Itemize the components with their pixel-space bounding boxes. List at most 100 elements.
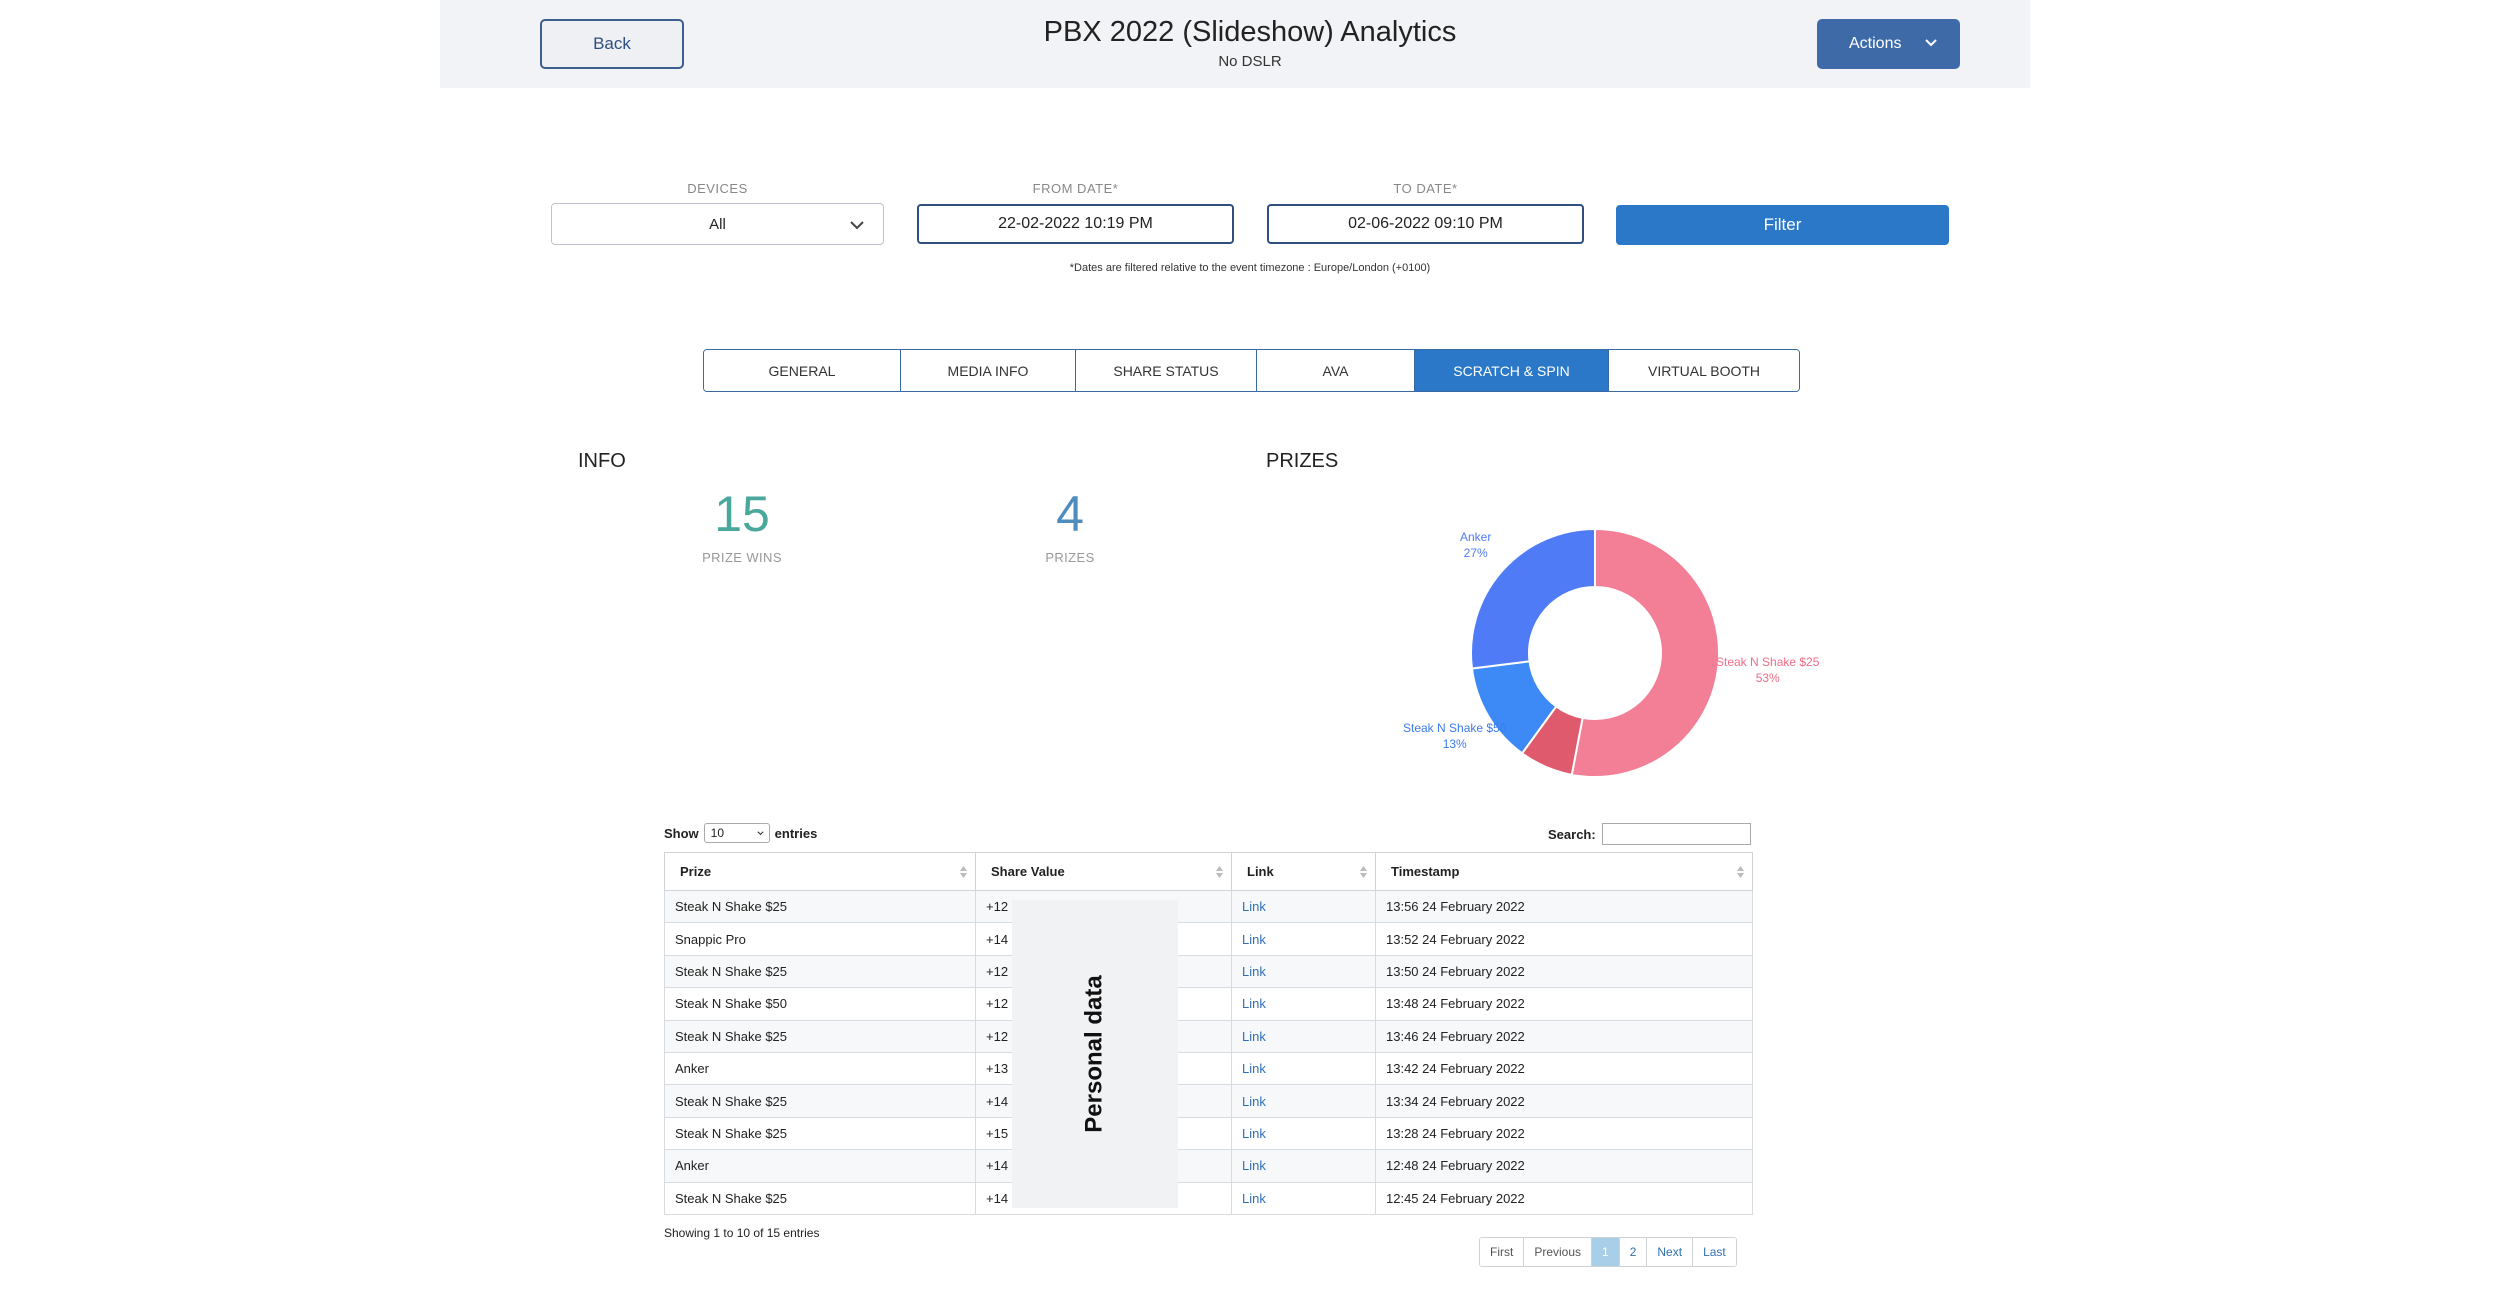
- cell-prize: Steak N Shake $25: [664, 1019, 976, 1053]
- table-row: Steak N Shake $50 +12 Link 13:48 24 Februar…: [664, 987, 1753, 1021]
- cell-timestamp: 13:46 24 February 2022: [1375, 1019, 1753, 1053]
- pie-label-steak25-pct: 53%: [1755, 671, 1780, 685]
- tab-virtual-booth[interactable]: VIRTUAL BOOTH: [1609, 350, 1799, 391]
- prizes-donut-chart: Anker 27% Steak N Shake $25 53% Steak N …: [1380, 510, 1830, 810]
- pie-label-anker-name: Anker: [1460, 530, 1492, 544]
- sort-icon: [1216, 866, 1223, 878]
- search-input[interactable]: [1601, 823, 1751, 845]
- pie-slice-anker[interactable]: [1470, 527, 1596, 670]
- actions-button-label: Actions: [1849, 35, 1902, 52]
- pie-label-anker-pct: 27%: [1463, 546, 1488, 560]
- filter-button[interactable]: Filter: [1616, 205, 1949, 245]
- table-row: Snappic Pro +14 Link 13:52 24 February 2022: [664, 922, 1753, 956]
- cell-timestamp: 13:52 24 February 2022: [1375, 922, 1753, 956]
- column-header-prize-label: Prize: [680, 864, 712, 879]
- chevron-down-icon: [1925, 39, 1937, 47]
- cell-prize: Steak N Shake $25: [664, 1084, 976, 1118]
- from-date-label: FROM DATE*: [1032, 181, 1119, 196]
- column-header-share-label: Share Value: [991, 864, 1065, 879]
- to-date-input[interactable]: 02-06-2022 09:10 PM: [1267, 204, 1584, 244]
- prizes-table: Prize Share Value Link Timestamp Steak N…: [664, 852, 1753, 1215]
- from-date-input[interactable]: 22-02-2022 10:19 PM: [917, 204, 1234, 244]
- cell-link[interactable]: Link: [1231, 987, 1376, 1021]
- pie-label-steak25: Steak N Shake $25 53%: [1716, 654, 1819, 686]
- page-title: PBX 2022 (Slideshow) Analytics: [1043, 16, 1457, 48]
- cell-timestamp: 12:45 24 February 2022: [1375, 1181, 1753, 1215]
- pagination-page-2[interactable]: 2: [1619, 1238, 1648, 1266]
- prizes-donut-svg: [1470, 527, 1720, 778]
- info-title: INFO: [578, 450, 626, 472]
- sort-icon: [1737, 866, 1744, 878]
- pagination-last[interactable]: Last: [1693, 1238, 1736, 1266]
- tab-ava[interactable]: AVA: [1257, 350, 1415, 391]
- actions-button[interactable]: Actions: [1817, 19, 1960, 69]
- table-row: Steak N Shake $25 +15 Link 13:28 24 Februar…: [664, 1116, 1753, 1151]
- cell-link[interactable]: Link: [1231, 1181, 1376, 1215]
- cell-link[interactable]: Link: [1231, 889, 1376, 924]
- pie-label-steak25-name: Steak N Shake $25: [1716, 655, 1820, 669]
- tab-scratch-spin[interactable]: SCRATCH & SPIN: [1415, 350, 1609, 391]
- pagination-previous[interactable]: Previous: [1524, 1238, 1593, 1266]
- page-size-select[interactable]: 10: [703, 823, 770, 843]
- table-row: Steak N Shake $25 +12 Link 13:46 24 Februar…: [664, 1019, 1753, 1053]
- cell-link[interactable]: Link: [1231, 1019, 1376, 1053]
- cell-timestamp: 13:56 24 February 2022: [1375, 889, 1753, 924]
- cell-prize: Anker: [664, 1051, 976, 1086]
- column-header-timestamp-label: Timestamp: [1391, 864, 1460, 879]
- redaction-label: Personal data: [1081, 975, 1108, 1133]
- pagination-next[interactable]: Next: [1647, 1238, 1694, 1266]
- tab-media-info[interactable]: MEDIA INFO: [901, 350, 1076, 391]
- table-row: Steak N Shake $25 +14 Link 13:34 24 Februar…: [664, 1084, 1753, 1118]
- cell-timestamp: 13:34 24 February 2022: [1375, 1084, 1753, 1118]
- column-header-share-value[interactable]: Share Value: [975, 852, 1232, 891]
- tab-share-status[interactable]: SHARE STATUS: [1076, 350, 1257, 391]
- devices-select-value: All: [709, 215, 726, 233]
- to-date-label: TO DATE*: [1393, 181, 1458, 196]
- back-button[interactable]: Back: [540, 19, 684, 69]
- cell-link[interactable]: Link: [1231, 1051, 1376, 1086]
- cell-link[interactable]: Link: [1231, 1149, 1376, 1183]
- cell-timestamp: 13:50 24 February 2022: [1375, 954, 1753, 989]
- personal-data-redaction: Personal data: [1012, 900, 1178, 1208]
- page-size-value: 10: [710, 826, 725, 840]
- prizes-count-label: PRIZES: [1045, 550, 1095, 565]
- cell-timestamp: 13:28 24 February 2022: [1375, 1116, 1753, 1151]
- table-row: Steak N Shake $25 +12 Link 13:50 24 Februar…: [664, 954, 1753, 989]
- prize-wins-value: 15: [714, 486, 770, 542]
- pagination-page-1[interactable]: 1: [1592, 1238, 1620, 1266]
- table-row: Steak N Shake $25 +12 Link 13:56 24 Februar…: [664, 889, 1753, 924]
- pagination-first[interactable]: First: [1480, 1238, 1525, 1266]
- cell-prize: Steak N Shake $50: [664, 987, 976, 1021]
- table-row: Anker +13 Link 13:42 24 February 2022: [664, 1051, 1753, 1086]
- pie-label-steak50-pct: 13%: [1442, 737, 1467, 751]
- cell-prize: Anker: [664, 1149, 976, 1183]
- cell-timestamp: 13:42 24 February 2022: [1375, 1051, 1753, 1086]
- column-header-timestamp[interactable]: Timestamp: [1375, 852, 1753, 891]
- column-header-link[interactable]: Link: [1231, 852, 1376, 891]
- pie-slice-steak-n-shake-25[interactable]: [1570, 527, 1720, 778]
- cell-link[interactable]: Link: [1231, 1084, 1376, 1118]
- header-bar: [440, 0, 2030, 88]
- cell-link[interactable]: Link: [1231, 1116, 1376, 1151]
- column-header-prize[interactable]: Prize: [664, 852, 976, 891]
- prizes-count-value: 4: [1056, 486, 1084, 542]
- sort-icon: [960, 866, 967, 878]
- cell-prize: Snappic Pro: [664, 922, 976, 956]
- table-header-row: Prize Share Value Link Timestamp: [664, 852, 1753, 891]
- pie-label-anker: Anker 27%: [1460, 529, 1491, 561]
- cell-link[interactable]: Link: [1231, 922, 1376, 956]
- tab-general[interactable]: GENERAL: [704, 350, 901, 391]
- table-search: Search:: [1548, 823, 1751, 845]
- show-label: Show: [664, 825, 699, 841]
- pagination: First Previous 1 2 Next Last: [1479, 1237, 1737, 1267]
- table-info: Showing 1 to 10 of 15 entries: [664, 1226, 820, 1240]
- timezone-note: *Dates are filtered relative to the even…: [1069, 262, 1431, 274]
- analytics-tabs: GENERAL MEDIA INFO SHARE STATUS AVA SCRA…: [703, 349, 1800, 392]
- cell-prize: Steak N Shake $25: [664, 954, 976, 989]
- devices-label: DEVICES: [687, 181, 748, 196]
- table-row: Anker +14 Link 12:48 24 February 2022: [664, 1149, 1753, 1183]
- pie-label-steak50-name: Steak N Shake $50: [1403, 721, 1507, 735]
- cell-link[interactable]: Link: [1231, 954, 1376, 989]
- devices-select[interactable]: All: [551, 203, 884, 245]
